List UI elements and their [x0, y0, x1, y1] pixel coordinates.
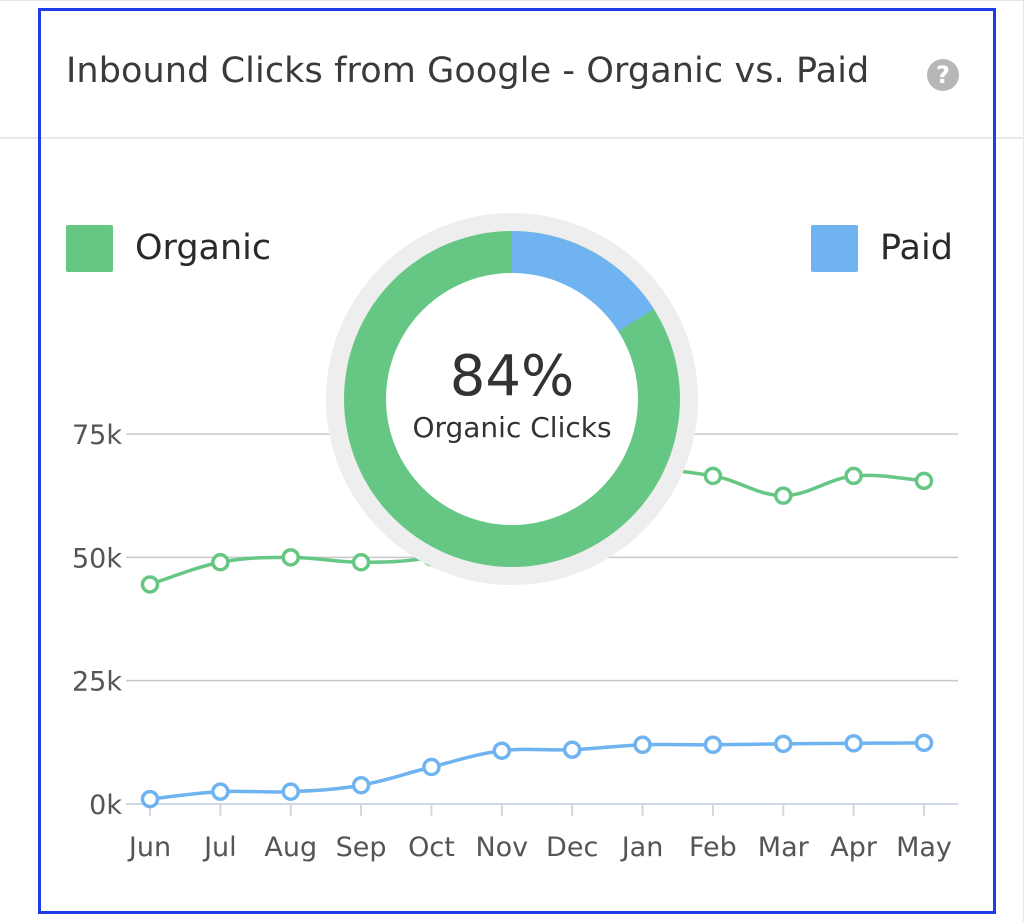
x-tick-label-sep: Sep: [336, 832, 387, 863]
y-tick-label-50k: 50k: [72, 543, 122, 574]
x-tick-label-feb: Feb: [689, 832, 737, 863]
organic-share-donut: 84% Organic Clicks: [326, 213, 698, 585]
data-point-paid-nov: [492, 741, 512, 760]
data-point-paid-mar: [774, 734, 793, 754]
x-axis: Jun Jul Aug Sep Oct Nov Dec Jan Feb Mar Apr May: [127, 804, 952, 863]
x-tick-label-jun: Jun: [127, 832, 171, 863]
donut-caption: Organic Clicks: [412, 411, 611, 444]
series-line-paid: [149, 741, 925, 801]
data-point-organic-feb: [703, 466, 723, 486]
y-tick-label-75k: 75k: [72, 420, 122, 451]
y-axis-ticks: 0k 25k 50k 75k: [72, 420, 122, 821]
legend-label-paid: Paid: [880, 228, 953, 268]
card-title: Inbound Clicks from Google - Organic vs.…: [66, 51, 870, 91]
x-tick-label-jul: Jul: [202, 832, 237, 863]
data-point-organic-may: [914, 471, 934, 491]
data-point-organic-jul: [211, 553, 230, 572]
data-point-organic-sep: [351, 553, 371, 572]
data-point-paid-aug: [281, 782, 300, 801]
y-tick-label-25k: 25k: [72, 667, 122, 698]
data-point-paid-apr: [844, 734, 863, 753]
x-tick-label-dec: Dec: [546, 832, 598, 863]
data-point-paid-jul: [211, 782, 230, 801]
x-tick-label-jan: Jan: [620, 832, 664, 863]
legend-label-organic: Organic: [135, 228, 272, 268]
card-header: Inbound Clicks from Google - Organic vs.…: [0, 1, 1024, 139]
data-point-organic-apr: [844, 466, 863, 486]
y-tick-label-0k: 0k: [89, 790, 122, 821]
data-point-paid-sep: [351, 776, 371, 795]
question-circle-icon[interactable]: ?: [927, 59, 959, 91]
data-point-organic-mar: [774, 486, 793, 505]
legend-item-paid[interactable]: Paid: [811, 223, 953, 273]
legend-item-organic[interactable]: Organic: [66, 223, 271, 273]
data-point-paid-feb: [703, 735, 723, 755]
data-point-paid-oct: [422, 757, 441, 777]
x-tick-label-may: May: [896, 832, 952, 863]
series-paid: [140, 733, 934, 809]
x-tick-label-nov: Nov: [475, 832, 528, 863]
x-tick-label-apr: Apr: [830, 832, 878, 863]
data-point-paid-may: [914, 733, 934, 753]
donut-hole: [386, 273, 638, 525]
data-point-paid-dec: [562, 740, 582, 759]
data-point-organic-jun: [140, 575, 160, 594]
x-tick-label-aug: Aug: [264, 832, 317, 863]
data-point-organic-aug: [281, 548, 300, 567]
legend-swatch-paid: [811, 224, 858, 272]
legend-swatch-organic: [66, 224, 113, 272]
x-tick-label-mar: Mar: [758, 832, 810, 863]
data-point-paid-jan: [633, 735, 652, 755]
donut-percent: 84%: [450, 344, 574, 409]
x-tick-label-oct: Oct: [408, 832, 455, 863]
data-point-paid-jun: [140, 789, 160, 809]
